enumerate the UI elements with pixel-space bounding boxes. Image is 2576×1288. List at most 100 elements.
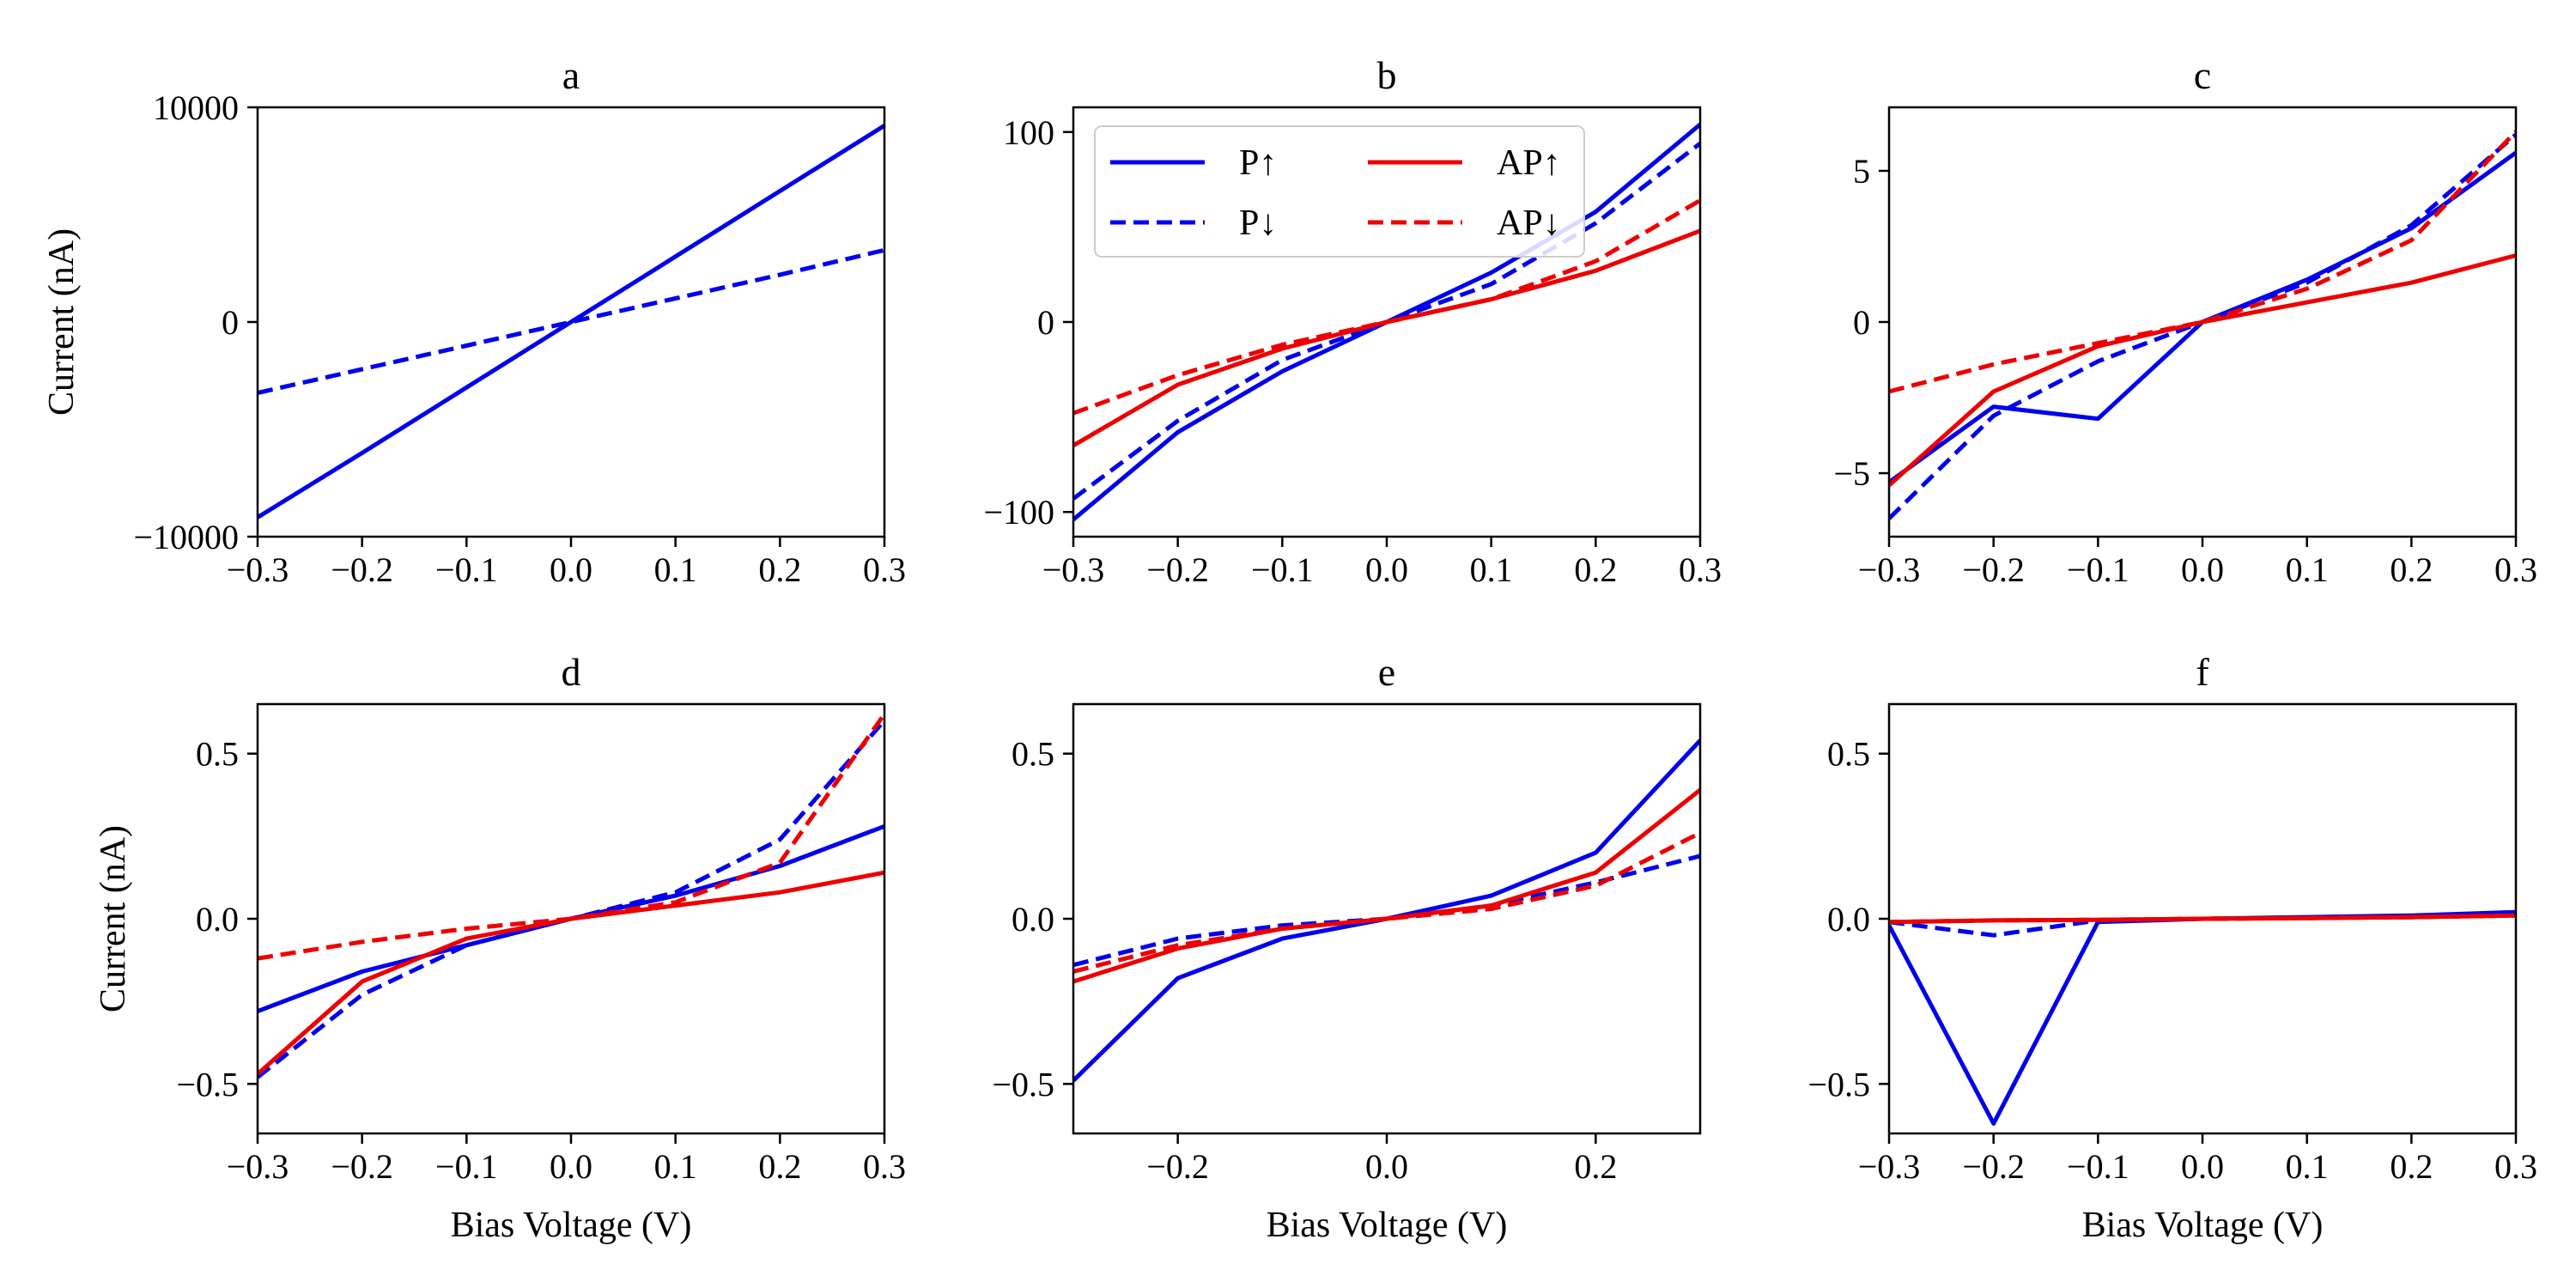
x-tick-label: 0.3: [2494, 550, 2537, 589]
x-tick-label: −0.3: [227, 1147, 289, 1186]
y-tick-label: 10000: [153, 88, 239, 127]
x-axis-label: Bias Voltage (V): [1267, 1206, 1508, 1245]
legend-label: AP↑: [1497, 143, 1561, 183]
x-tick-label: −0.1: [435, 550, 498, 589]
y-tick-label: −0.5: [992, 1065, 1054, 1103]
x-tick-label: 0.3: [863, 550, 906, 589]
x-tick-label: −0.1: [2067, 1147, 2129, 1186]
panel-title: a: [562, 53, 580, 97]
series-line-p-up: [1889, 909, 2516, 1126]
x-tick-label: −0.2: [1962, 550, 2025, 589]
y-axis-label: Current (nA): [42, 228, 82, 416]
x-axis-label: Bias Voltage (V): [2082, 1206, 2324, 1245]
legend-label: P↓: [1239, 204, 1277, 243]
x-tick-label: 0.0: [550, 1147, 592, 1186]
y-tick-label: −5: [1833, 454, 1870, 493]
y-tick-label: −0.5: [176, 1065, 239, 1103]
x-tick-label: 0.0: [2181, 1147, 2224, 1186]
series-group: [1889, 130, 2516, 520]
legend-label: AP↓: [1497, 204, 1561, 243]
x-tick-label: 0.2: [758, 550, 801, 589]
x-tick-label: 0.0: [1365, 550, 1408, 589]
series-line-p-up: [1073, 738, 1700, 1083]
x-tick-label: 0.1: [1470, 550, 1513, 589]
y-tick-label: 0: [222, 303, 239, 342]
x-tick-label: 0.3: [2494, 1147, 2537, 1186]
x-tick-label: 0.0: [2181, 550, 2224, 589]
panel-title: d: [562, 650, 581, 694]
panel-e: −0.2 0.0 0.2 −0.5 0.0 0.5 e Bias Voltage (V): [992, 650, 1702, 1245]
x-tick-label: −0.2: [1146, 1147, 1209, 1186]
panel-d: −0.3 −0.2 −0.1 0.0 0.1 0.2 0.3 −0.5 0.0 0.5 d Bias …: [94, 650, 906, 1245]
y-tick-label: −100: [983, 493, 1054, 532]
x-tick-label: −0.3: [1858, 1147, 1921, 1186]
x-tick-label: −0.2: [331, 1147, 393, 1186]
panel-title: e: [1378, 650, 1395, 694]
series-group: [258, 713, 884, 1079]
x-tick-label: −0.2: [331, 550, 393, 589]
series-line-ap-down: [1889, 130, 2516, 394]
series-line-ap-down: [1073, 830, 1700, 974]
x-tick-label: −0.1: [2067, 550, 2129, 589]
panel-b: −0.3 −0.2 −0.1 0.0 0.1 0.2 0.3 −100 0 100 b P↑ P↓ AP↑…: [983, 53, 1722, 589]
series-line-ap-down: [1073, 198, 1700, 416]
x-tick-label: −0.1: [1251, 550, 1314, 589]
series-group: [258, 124, 884, 519]
y-tick-label: 0.0: [1012, 900, 1054, 939]
y-tick-label: 0.0: [1827, 900, 1870, 939]
x-tick-label: 0.1: [654, 550, 697, 589]
legend-label: P↑: [1239, 143, 1277, 183]
series-group: [1073, 738, 1700, 1083]
series-line-p-down: [258, 719, 884, 1079]
y-tick-label: 0.5: [196, 735, 239, 774]
panel-title: b: [1377, 53, 1397, 97]
series-line-p-up: [258, 124, 884, 519]
series-line-ap-down: [1889, 913, 2516, 925]
x-tick-label: 0.2: [758, 1147, 801, 1186]
x-tick-label: −0.3: [1042, 550, 1105, 589]
series-line-ap-up: [1073, 788, 1700, 984]
x-tick-label: −0.1: [435, 1147, 498, 1186]
panel-a: −0.3 −0.2 −0.1 0.0 0.1 0.2 0.3 −10000 0 10000 a Cur…: [42, 53, 906, 589]
x-tick-label: 0.1: [2286, 550, 2329, 589]
x-tick-label: 0.0: [1365, 1147, 1408, 1186]
x-tick-label: 0.3: [863, 1147, 906, 1186]
panel-c: −0.3 −0.2 −0.1 0.0 0.1 0.2 0.3 −5 0 5 c: [1833, 53, 2537, 589]
y-tick-label: −10000: [133, 518, 239, 556]
panel-f: −0.3 −0.2 −0.1 0.0 0.1 0.2 0.3 −0.5 0.0 0.5 f Bias …: [1807, 650, 2537, 1245]
x-tick-label: 0.1: [2286, 1147, 2329, 1186]
series-line-ap-up: [1889, 253, 2516, 487]
panel-title: f: [2196, 650, 2209, 694]
x-tick-label: 0.3: [1679, 550, 1722, 589]
x-tick-label: −0.3: [1858, 550, 1921, 589]
series-line-ap-down: [258, 713, 884, 961]
series-group: [1073, 122, 1700, 522]
series-line-p-down: [1073, 854, 1700, 968]
y-tick-label: 0.0: [196, 900, 239, 939]
y-tick-label: 0.5: [1012, 735, 1054, 774]
panel-title: c: [2194, 53, 2211, 97]
y-tick-label: 0: [1853, 303, 1870, 342]
y-tick-label: 0: [1037, 303, 1054, 342]
legend: P↑ P↓ AP↑ AP↓: [1094, 125, 1585, 258]
series-line-p-up: [1889, 150, 2516, 484]
x-tick-label: −0.3: [227, 550, 289, 589]
x-tick-label: 0.0: [550, 550, 592, 589]
y-tick-label: 0.5: [1827, 735, 1870, 774]
y-tick-label: 5: [1853, 152, 1870, 191]
y-tick-label: 100: [1003, 113, 1054, 152]
series-group: [1889, 909, 2516, 1126]
y-tick-label: −0.5: [1807, 1065, 1870, 1103]
x-axis-label: Bias Voltage (V): [451, 1206, 692, 1245]
x-tick-label: −0.2: [1146, 550, 1209, 589]
series-line-p-down: [258, 247, 884, 395]
series-line-p-down: [1889, 132, 2516, 520]
x-tick-label: 0.2: [2390, 1147, 2433, 1186]
x-tick-label: 0.2: [1574, 550, 1617, 589]
x-tick-label: 0.2: [1574, 1147, 1617, 1186]
x-tick-label: 0.1: [654, 1147, 697, 1186]
x-tick-label: 0.2: [2390, 550, 2433, 589]
series-line-ap-up: [1073, 228, 1700, 447]
x-tick-label: −0.2: [1962, 1147, 2025, 1186]
